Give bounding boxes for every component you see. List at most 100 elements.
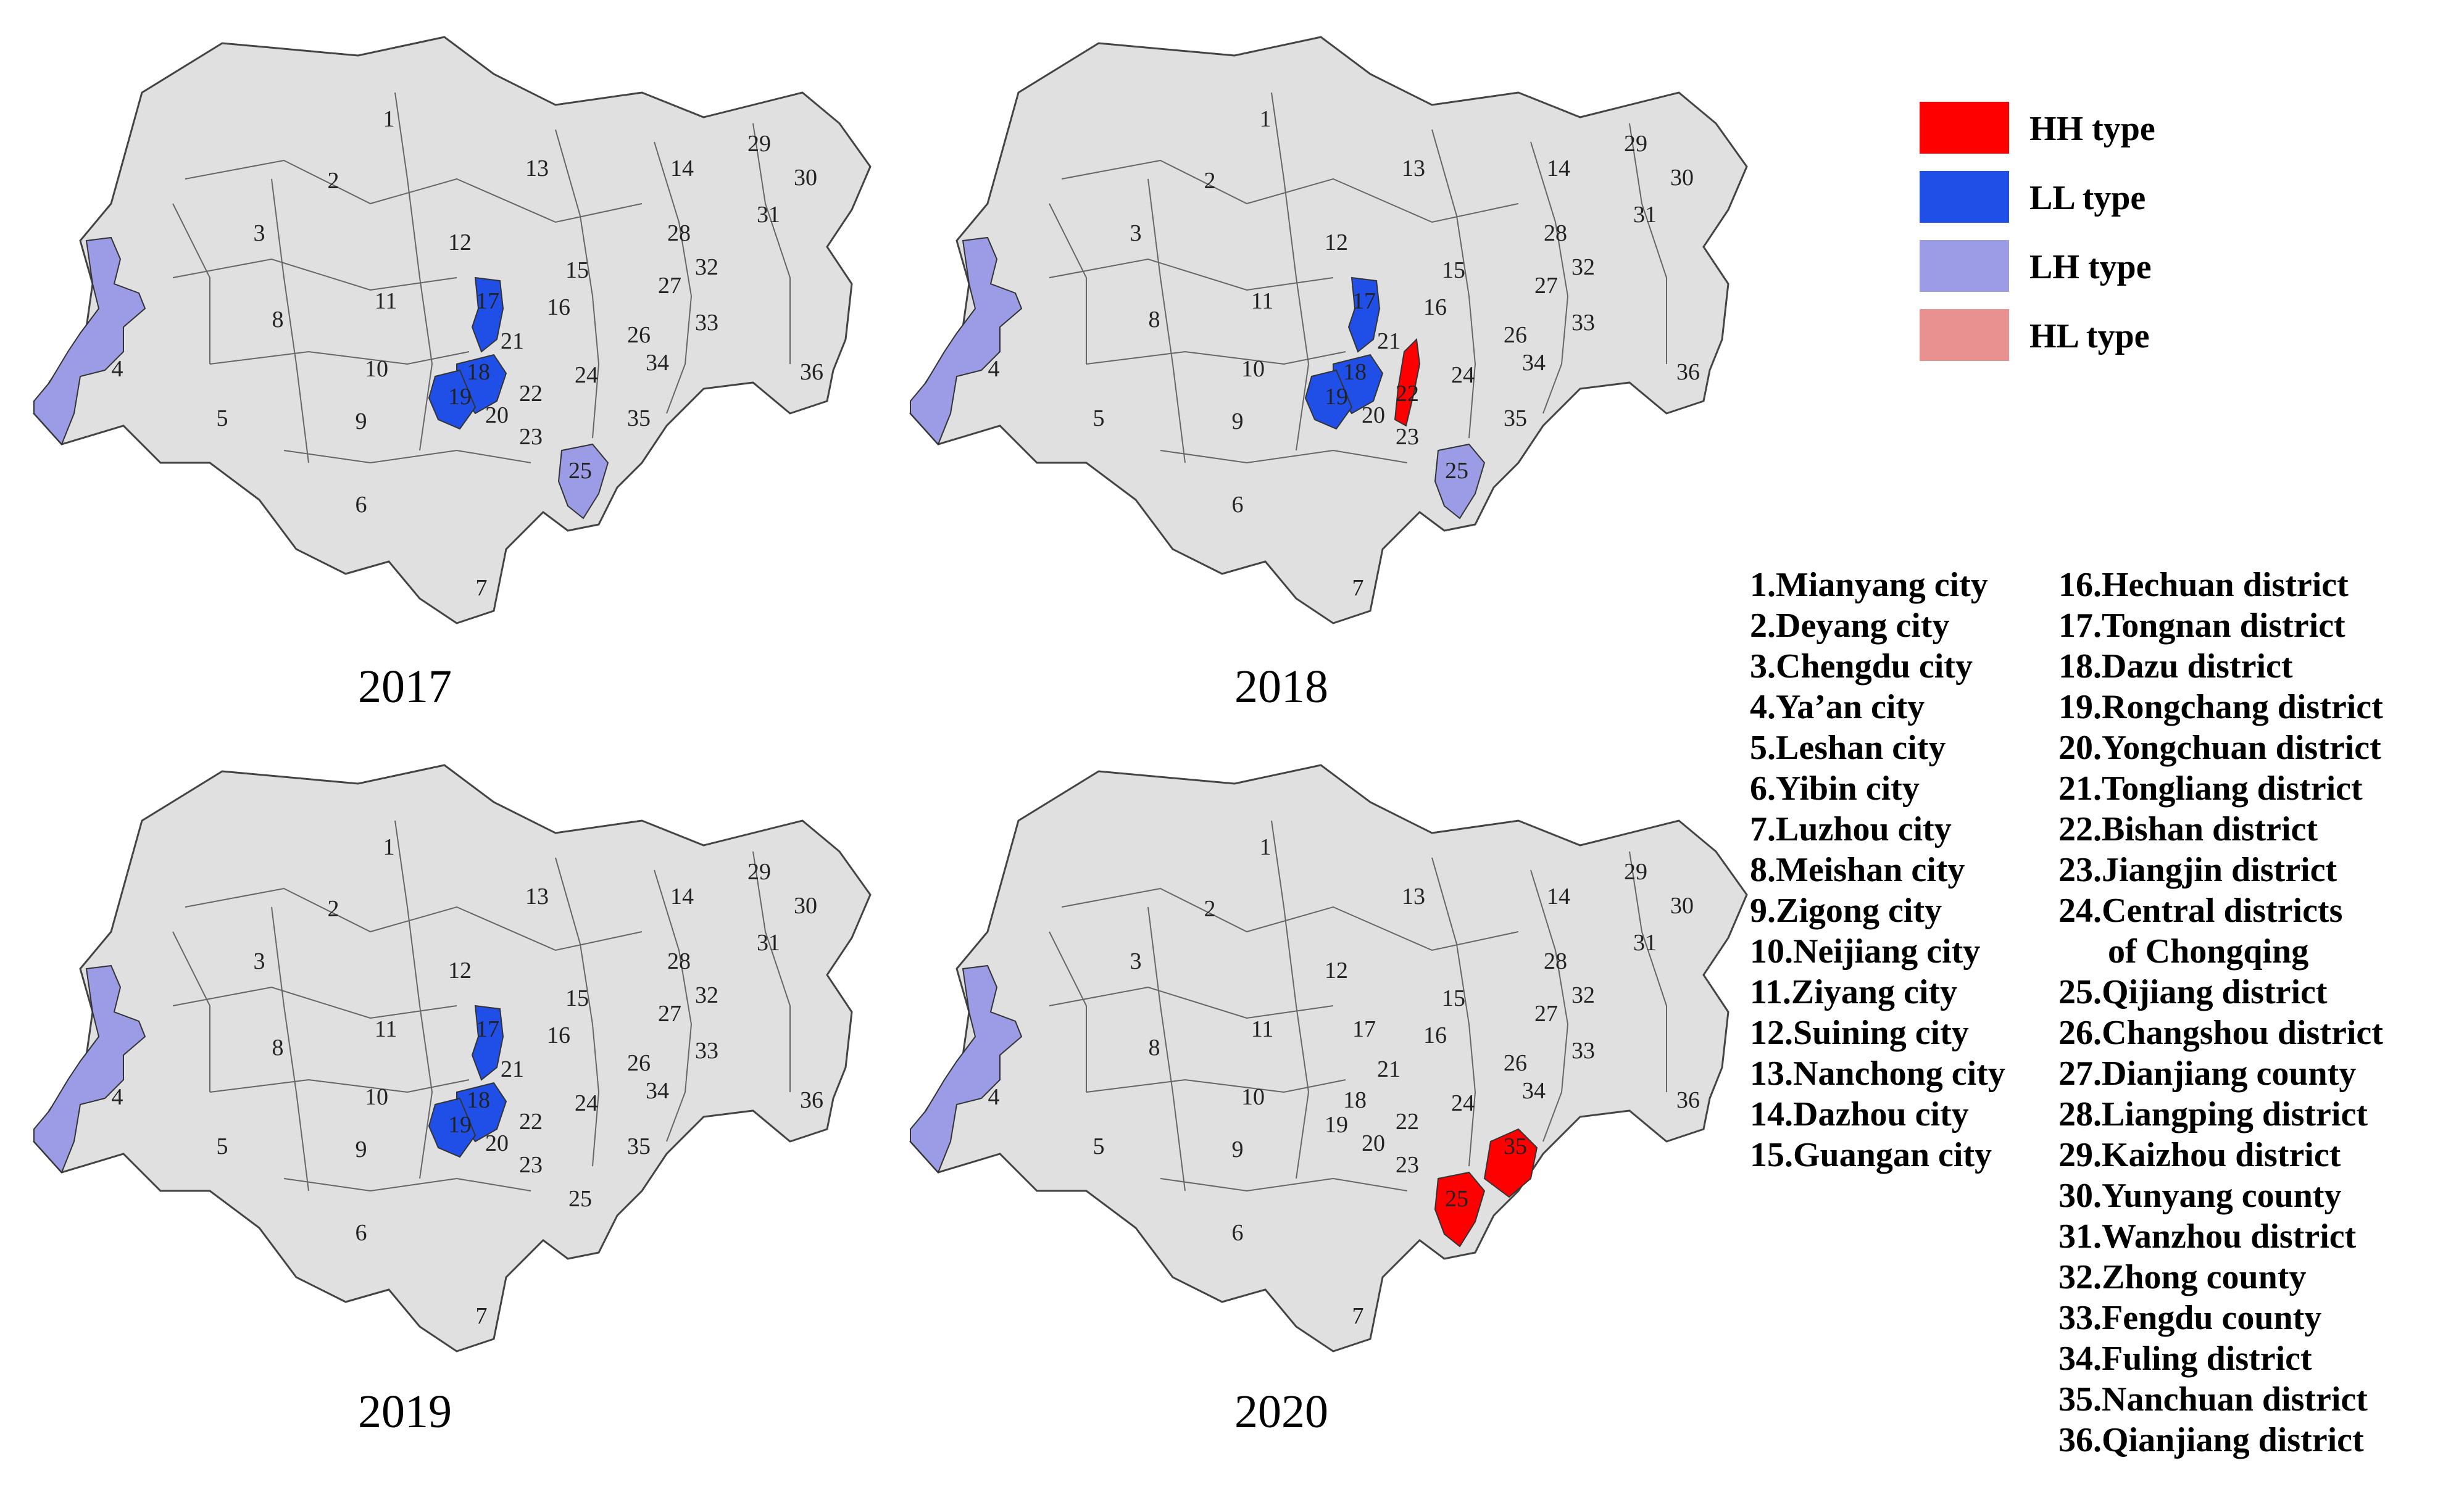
region-label-29: 29 xyxy=(1624,131,1647,157)
region-name: 30.Yunyang county xyxy=(2058,1177,2342,1215)
region-label-3: 3 xyxy=(1130,948,1142,974)
region-name: 9.Zigong city xyxy=(1750,892,1942,930)
region-name: 36.Qianjiang district xyxy=(2058,1421,2364,1459)
region-label-33: 33 xyxy=(695,1038,718,1064)
region-label-25: 25 xyxy=(568,458,592,484)
region-name: 3.Chengdu city xyxy=(1750,647,1973,686)
boundary-line xyxy=(1086,350,1346,365)
region-label-32: 32 xyxy=(1571,254,1595,280)
region-label-6: 6 xyxy=(356,1220,367,1246)
region-name: 18.Dazu district xyxy=(2058,647,2293,686)
region-label-27: 27 xyxy=(1534,273,1558,299)
region-label-35: 35 xyxy=(1504,1133,1527,1159)
boundary-line xyxy=(271,906,309,1191)
boundary-line xyxy=(1629,851,1667,1092)
region-label-1: 1 xyxy=(1260,106,1272,132)
region-4-lh xyxy=(910,236,1023,445)
region-label-4: 4 xyxy=(112,1084,123,1110)
region-label-22: 22 xyxy=(519,1109,543,1135)
boundary-line xyxy=(271,178,309,463)
region-label-26: 26 xyxy=(1504,322,1527,348)
legend-label-lh: LH type xyxy=(2029,248,2152,286)
legend-swatch-hh xyxy=(1920,102,2009,154)
region-label-30: 30 xyxy=(794,165,817,191)
region-label-18: 18 xyxy=(1343,359,1367,385)
region-label-23: 23 xyxy=(519,1152,543,1178)
region-label-3: 3 xyxy=(254,220,265,246)
region-label-21: 21 xyxy=(501,1056,524,1082)
region-label-1: 1 xyxy=(383,834,395,860)
region-label-9: 9 xyxy=(356,408,367,434)
region-17-ll xyxy=(1347,276,1381,353)
region-label-6: 6 xyxy=(1232,1220,1244,1246)
boundary-line xyxy=(172,203,210,364)
region-name: 13.Nanchong city xyxy=(1750,1055,2005,1093)
map-panel-2017: 1 2 3 4 5 6 7 8 9 10 11 12 13 14 15 16 17 18 19 20 21 22 23 24 2… xyxy=(25,19,901,713)
region-label-19: 19 xyxy=(448,384,472,410)
region-name: 32.Zhong county xyxy=(2058,1258,2307,1296)
region-name: 22.Bishan district xyxy=(2058,810,2318,848)
region-label-23: 23 xyxy=(1396,1152,1419,1178)
boundary-line xyxy=(1160,1177,1408,1192)
region-label-8: 8 xyxy=(1149,1035,1160,1061)
year-label: 2017 xyxy=(358,661,452,713)
region-label-34: 34 xyxy=(646,1078,669,1104)
boundary-line xyxy=(1431,129,1476,439)
region-name: 12.Suining city xyxy=(1750,1014,1969,1052)
region-label-14: 14 xyxy=(670,884,694,910)
region-label-22: 22 xyxy=(519,381,543,407)
region-label-28: 28 xyxy=(1544,220,1567,246)
region-label-25: 25 xyxy=(1445,1186,1468,1212)
region-label-36: 36 xyxy=(800,1087,823,1113)
region-name: 15.Guangan city xyxy=(1750,1136,1992,1174)
region-25-lh xyxy=(1434,443,1486,520)
region-label-14: 14 xyxy=(1547,155,1570,181)
region-name: 14.Dazhou city xyxy=(1750,1095,1969,1133)
region-label-13: 13 xyxy=(1402,884,1425,910)
region-name: 7.Luzhou city xyxy=(1750,810,1952,848)
region-label-21: 21 xyxy=(1377,328,1401,354)
map-base-region xyxy=(909,36,1748,624)
region-name: 35.Nanchuan district xyxy=(2058,1380,2368,1419)
region-label-11: 11 xyxy=(375,288,397,314)
region-label-18: 18 xyxy=(467,359,490,385)
region-label-31: 31 xyxy=(757,930,780,956)
region-35-hh xyxy=(1483,1128,1538,1198)
region-label-24: 24 xyxy=(575,362,598,388)
region-label-2: 2 xyxy=(328,168,339,194)
region-label-10: 10 xyxy=(1241,356,1265,382)
year-label: 2020 xyxy=(1234,1386,1328,1438)
boundary-line xyxy=(752,123,791,364)
region-label-25: 25 xyxy=(568,1186,592,1212)
region-label-5: 5 xyxy=(217,1133,228,1159)
region-label-36: 36 xyxy=(1676,1087,1700,1113)
boundary-line xyxy=(1147,906,1186,1191)
boundary-line xyxy=(1049,203,1087,364)
boundary-line xyxy=(1049,986,1334,1019)
boundary-line xyxy=(1160,449,1408,464)
boundary-line xyxy=(752,851,791,1092)
region-label-17: 17 xyxy=(476,288,499,314)
region-label-31: 31 xyxy=(1633,202,1657,228)
region-19-ll xyxy=(428,369,477,430)
region-label-34: 34 xyxy=(1522,1078,1546,1104)
region-label-3: 3 xyxy=(1130,220,1142,246)
year-label: 2018 xyxy=(1234,661,1328,713)
boundary-line xyxy=(555,857,600,1167)
boundary-line xyxy=(1431,857,1476,1167)
region-label-1: 1 xyxy=(383,106,395,132)
region-label-34: 34 xyxy=(1522,350,1546,376)
region-name: 27.Dianjiang county xyxy=(2058,1055,2357,1093)
boundary-line xyxy=(185,887,643,951)
region-label-17: 17 xyxy=(1352,288,1376,314)
legend-item-hl: HL type xyxy=(1920,309,2241,361)
region-name: 2.Deyang city xyxy=(1750,607,1950,645)
region-label-21: 21 xyxy=(1377,1056,1401,1082)
boundary-line xyxy=(1271,820,1310,1179)
boundary-line xyxy=(283,1177,531,1192)
region-label-33: 33 xyxy=(695,310,718,336)
legend-swatch-hl xyxy=(1920,309,2009,361)
region-label-20: 20 xyxy=(1362,402,1385,428)
region-name: 31.Wanzhou district xyxy=(2058,1217,2357,1256)
